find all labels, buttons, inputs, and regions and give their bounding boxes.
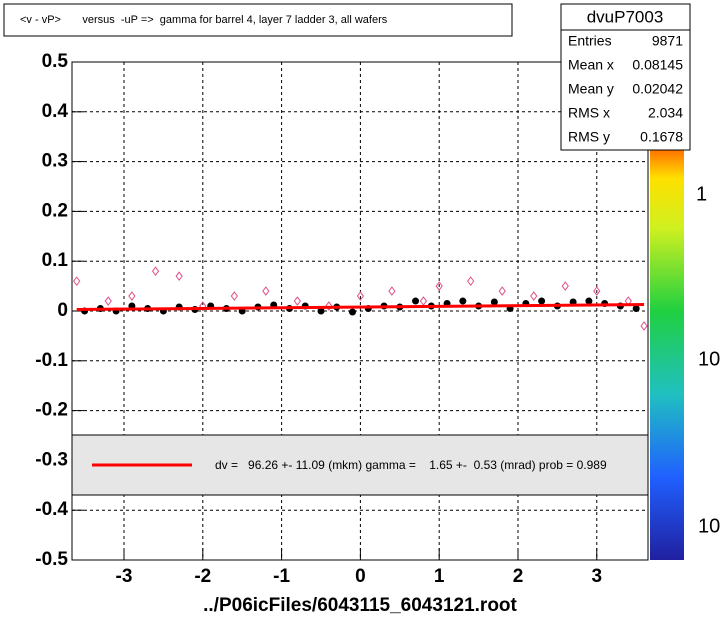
profile-point (585, 297, 593, 305)
colorbar-label: 10 (698, 515, 720, 537)
y-tick-label: -0.4 (35, 499, 68, 520)
stats-label: Entries (568, 33, 612, 49)
profile-point (538, 297, 546, 305)
stats-value: 9871 (652, 33, 683, 49)
stats-value: 2.034 (648, 105, 683, 121)
profile-point (412, 297, 420, 305)
y-tick-label: 0.2 (42, 200, 68, 221)
profile-point (459, 297, 467, 305)
stats-label: Mean y (568, 81, 614, 97)
data-point (467, 276, 475, 286)
y-tick-label: 0.5 (42, 51, 69, 72)
x-tick-label: 2 (513, 566, 524, 587)
x-axis-label: ../P06icFiles/6043115_6043121.root (203, 595, 517, 616)
data-point (230, 291, 238, 301)
profile-point (490, 298, 498, 306)
data-point (151, 266, 160, 276)
x-tick-label: 0 (355, 566, 366, 587)
y-tick-label: 0 (57, 300, 68, 321)
data-point (104, 296, 112, 306)
data-point (262, 286, 270, 296)
data-point (388, 286, 396, 296)
y-tick-label: -0.1 (35, 350, 68, 371)
colorbar-label: 1 (696, 183, 707, 205)
stats-label: Mean x (568, 57, 614, 73)
stats-box (560, 3, 691, 151)
colorbar-label: 10 (698, 348, 720, 370)
data-point (640, 321, 648, 331)
data-point (435, 281, 443, 291)
chart-title: <v - vP> versus -uP => gamma for barrel … (20, 14, 388, 26)
data-point (128, 291, 136, 301)
x-tick-label: -3 (116, 566, 133, 587)
x-tick-label: 1 (434, 566, 445, 587)
data-point (356, 291, 365, 301)
profile-point (317, 307, 325, 315)
data-point (175, 271, 183, 281)
stats-value: 0.1678 (640, 129, 683, 145)
x-tick-label: -1 (273, 566, 290, 587)
data-point (561, 281, 569, 291)
legend-text: dv = 96.26 +- 11.09 (mkm) gamma = 1.65 +… (215, 458, 607, 472)
stats-label: RMS x (568, 105, 610, 121)
y-tick-label: 0.1 (42, 250, 69, 271)
x-tick-label: 3 (591, 566, 602, 587)
data-point (73, 276, 81, 286)
data-point (498, 286, 506, 296)
data-point (325, 301, 333, 311)
data-point (199, 301, 207, 311)
y-tick-label: 0.4 (42, 101, 69, 122)
color-bar (650, 145, 684, 560)
title-box (3, 3, 513, 37)
stats-value: 0.08145 (632, 57, 683, 73)
stats-label: RMS y (568, 129, 610, 145)
stats-value: 0.02042 (632, 81, 683, 97)
profile-point (349, 308, 357, 316)
x-tick-label: -2 (194, 566, 211, 587)
stats-name: dvuP7003 (587, 7, 664, 26)
data-point (293, 296, 301, 306)
fit-line (76, 303, 645, 312)
data-point (593, 286, 601, 296)
y-tick-label: -0.3 (35, 449, 68, 470)
y-tick-label: 0.3 (42, 151, 68, 172)
y-tick-label: -0.2 (35, 400, 68, 421)
y-tick-label: -0.5 (35, 549, 68, 570)
profile-point (632, 305, 640, 313)
data-point (530, 291, 538, 301)
